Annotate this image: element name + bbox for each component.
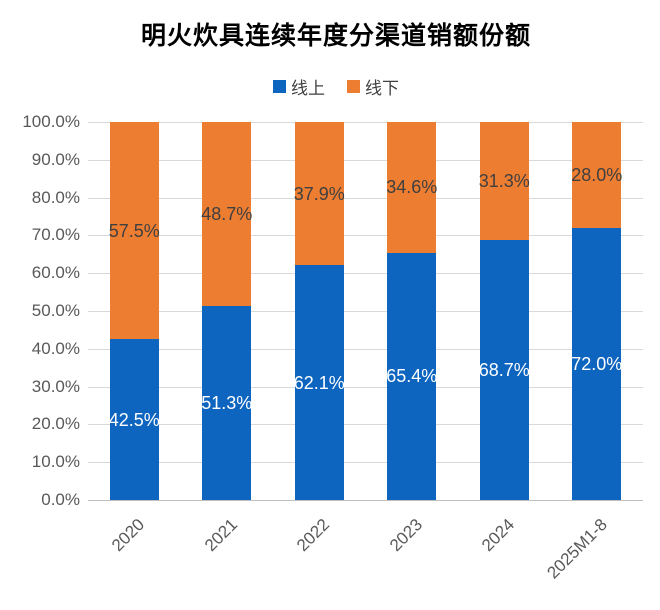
gridline	[88, 462, 643, 463]
data-label-online-2024: 68.7%	[478, 360, 530, 381]
gridline	[88, 424, 643, 425]
y-tick-label: 60.0%	[31, 263, 80, 282]
y-tick-label: 70.0%	[31, 225, 80, 244]
gridline	[88, 273, 643, 274]
gridline	[88, 311, 643, 312]
legend-item-online: 线上	[273, 74, 325, 99]
legend-label-online: 线上	[291, 79, 325, 98]
y-tick-label: 20.0%	[31, 414, 80, 433]
legend-swatch-online	[273, 80, 286, 93]
data-label-online-2022: 62.1%	[293, 372, 345, 393]
chart-title: 明火炊具连续年度分渠道销额份额	[140, 22, 531, 50]
gridline	[88, 122, 643, 123]
gridline	[88, 160, 643, 161]
y-tick-label: 50.0%	[31, 301, 80, 320]
x-axis-line	[88, 500, 643, 501]
gridline	[88, 387, 643, 388]
data-label-online-2021: 51.3%	[201, 393, 253, 414]
x-tick-label: 2021	[200, 514, 242, 556]
data-label-offline-2024: 31.3%	[478, 171, 530, 192]
data-label-offline-2021: 48.7%	[201, 204, 253, 225]
gridline	[88, 235, 643, 236]
bar-segment-offline-2020	[110, 122, 159, 340]
y-tick-label: 90.0%	[31, 150, 80, 169]
y-tick-label: 40.0%	[31, 339, 80, 358]
y-tick-label: 10.0%	[31, 452, 80, 471]
data-label-offline-2023: 34.6%	[386, 177, 438, 198]
bar-segment-online-2023	[387, 252, 436, 500]
legend-item-offline: 线下	[347, 74, 399, 99]
x-tick-label: 2022	[293, 514, 334, 556]
y-tick-label: 0.0%	[41, 490, 80, 509]
legend-label-offline: 线下	[365, 79, 399, 98]
bar-segment-online-2021	[202, 306, 251, 500]
x-tick-label: 2020	[108, 514, 149, 556]
gridline	[88, 198, 643, 199]
bar-segment-online-2024	[480, 240, 529, 500]
bar-segment-offline-2021	[202, 122, 251, 307]
data-label-offline-2022: 37.9%	[293, 183, 345, 204]
data-label-online-2023: 65.4%	[386, 366, 438, 387]
bar-segment-offline-2025M1-8	[572, 122, 621, 228]
gridline	[88, 349, 643, 350]
x-tick-label: 2024	[478, 514, 519, 556]
x-tick-label: 2023	[385, 514, 427, 556]
data-label-online-2025M1-8: 72.0%	[571, 353, 623, 374]
y-tick-label: 30.0%	[31, 377, 80, 396]
y-tick-label: 80.0%	[31, 188, 80, 207]
data-label-offline-2025M1-8: 28.0%	[571, 164, 623, 185]
data-label-offline-2020: 57.5%	[108, 220, 160, 241]
bar-segment-online-2020	[110, 339, 159, 500]
bar-segment-offline-2022	[295, 122, 344, 266]
data-label-online-2020: 42.5%	[108, 409, 160, 430]
y-tick-label: 100.0%	[22, 112, 80, 131]
bar-segment-offline-2024	[480, 122, 529, 241]
chart-legend: 线上 线下	[0, 74, 660, 99]
x-tick-label: 2025M1-8	[543, 514, 612, 583]
bar-segment-online-2022	[295, 265, 344, 500]
bar-segment-online-2025M1-8	[572, 227, 621, 500]
legend-swatch-offline	[347, 80, 360, 93]
bar-segment-offline-2023	[387, 122, 436, 253]
